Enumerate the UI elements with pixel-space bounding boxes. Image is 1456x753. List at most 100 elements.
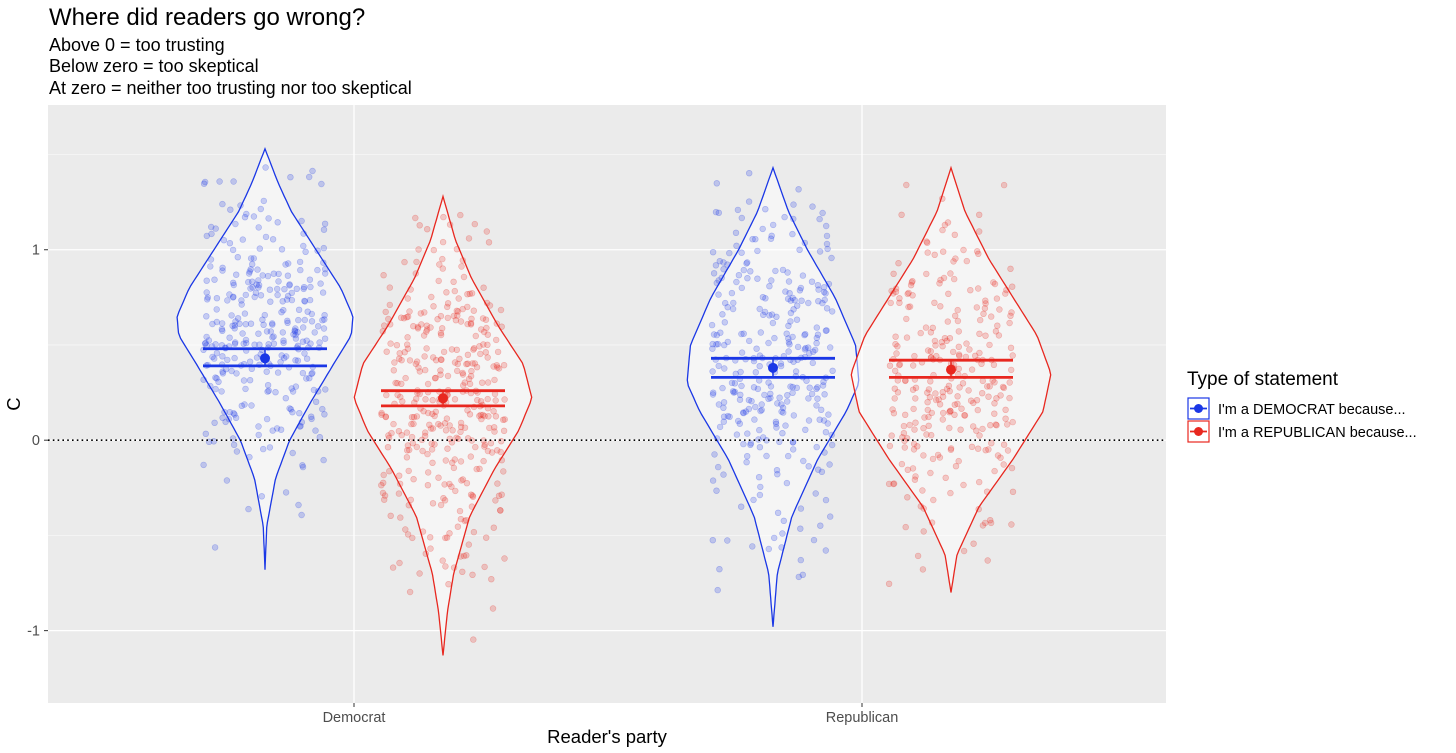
data-point — [903, 181, 910, 189]
data-point — [232, 339, 239, 346]
data-point — [766, 283, 773, 290]
data-point — [255, 330, 262, 337]
data-point — [765, 395, 772, 402]
data-point — [457, 515, 465, 523]
data-point — [464, 407, 471, 414]
data-point — [906, 303, 914, 310]
data-point — [894, 389, 902, 396]
data-point — [264, 382, 272, 389]
data-point — [813, 324, 820, 331]
data-point — [966, 346, 973, 353]
data-point — [241, 214, 249, 221]
data-point — [444, 300, 452, 307]
y-tick-label: 0 — [32, 433, 40, 449]
data-point — [997, 454, 1004, 461]
data-point — [481, 328, 488, 336]
data-point — [471, 360, 478, 367]
data-point — [947, 408, 954, 415]
data-point — [976, 330, 983, 337]
data-point — [202, 430, 210, 437]
data-point — [463, 552, 470, 559]
data-point — [461, 424, 469, 431]
data-point — [709, 477, 717, 484]
data-point — [481, 563, 488, 571]
data-point — [991, 379, 998, 386]
data-point — [945, 382, 953, 389]
data-point — [266, 444, 274, 451]
data-point — [826, 344, 834, 351]
data-point — [959, 380, 967, 387]
x-axis-label: Reader's party — [547, 726, 667, 747]
data-point — [423, 328, 430, 335]
data-point — [498, 438, 505, 445]
data-point — [203, 333, 210, 341]
data-point — [928, 409, 935, 417]
data-point — [275, 270, 282, 278]
data-point — [251, 341, 258, 348]
data-point — [383, 348, 390, 355]
data-point — [926, 394, 934, 401]
data-point — [951, 312, 959, 319]
data-point — [208, 223, 215, 231]
data-point — [300, 285, 307, 293]
data-point — [472, 443, 479, 451]
data-point — [823, 232, 831, 240]
data-point — [320, 325, 328, 332]
data-point — [720, 413, 728, 420]
data-point — [224, 356, 231, 364]
data-point — [219, 414, 226, 421]
data-point — [218, 326, 226, 333]
data-point — [234, 254, 242, 261]
data-point — [711, 451, 718, 458]
data-point — [946, 407, 954, 414]
data-point — [213, 350, 221, 357]
data-point — [797, 525, 804, 532]
data-point — [306, 375, 313, 382]
data-point — [755, 474, 763, 481]
data-point — [464, 320, 471, 328]
data-point — [747, 440, 755, 447]
data-point — [997, 392, 1004, 399]
data-point — [738, 349, 746, 356]
data-point — [465, 541, 472, 548]
data-point — [269, 320, 276, 327]
data-point — [281, 354, 288, 362]
data-point — [890, 480, 898, 487]
data-point — [828, 308, 836, 315]
data-point — [390, 367, 397, 374]
data-point — [308, 310, 315, 318]
data-point — [709, 345, 716, 352]
data-point — [911, 426, 918, 433]
data-point — [890, 290, 897, 297]
data-point — [995, 332, 1003, 339]
data-point — [483, 228, 490, 235]
data-point — [493, 336, 500, 344]
data-point — [886, 362, 894, 369]
data-point — [473, 364, 481, 371]
data-point — [709, 340, 716, 348]
data-point — [821, 391, 828, 398]
data-point — [934, 451, 942, 459]
data-point — [321, 220, 329, 228]
data-point — [408, 414, 416, 421]
data-point — [263, 368, 270, 375]
data-point — [988, 440, 995, 447]
data-point — [816, 248, 824, 255]
data-point — [449, 459, 456, 466]
data-point — [952, 255, 959, 262]
data-point — [429, 397, 436, 404]
data-point — [444, 303, 451, 311]
data-point — [783, 330, 790, 337]
data-point — [923, 431, 930, 438]
data-point — [937, 276, 944, 284]
data-point — [955, 343, 962, 350]
data-point — [453, 246, 461, 253]
data-point — [207, 263, 214, 270]
data-point — [203, 277, 210, 284]
data-point — [260, 445, 267, 453]
data-point — [1009, 418, 1016, 426]
data-point — [231, 411, 238, 418]
data-point — [939, 226, 946, 234]
data-point — [410, 414, 418, 421]
data-point — [302, 248, 309, 256]
